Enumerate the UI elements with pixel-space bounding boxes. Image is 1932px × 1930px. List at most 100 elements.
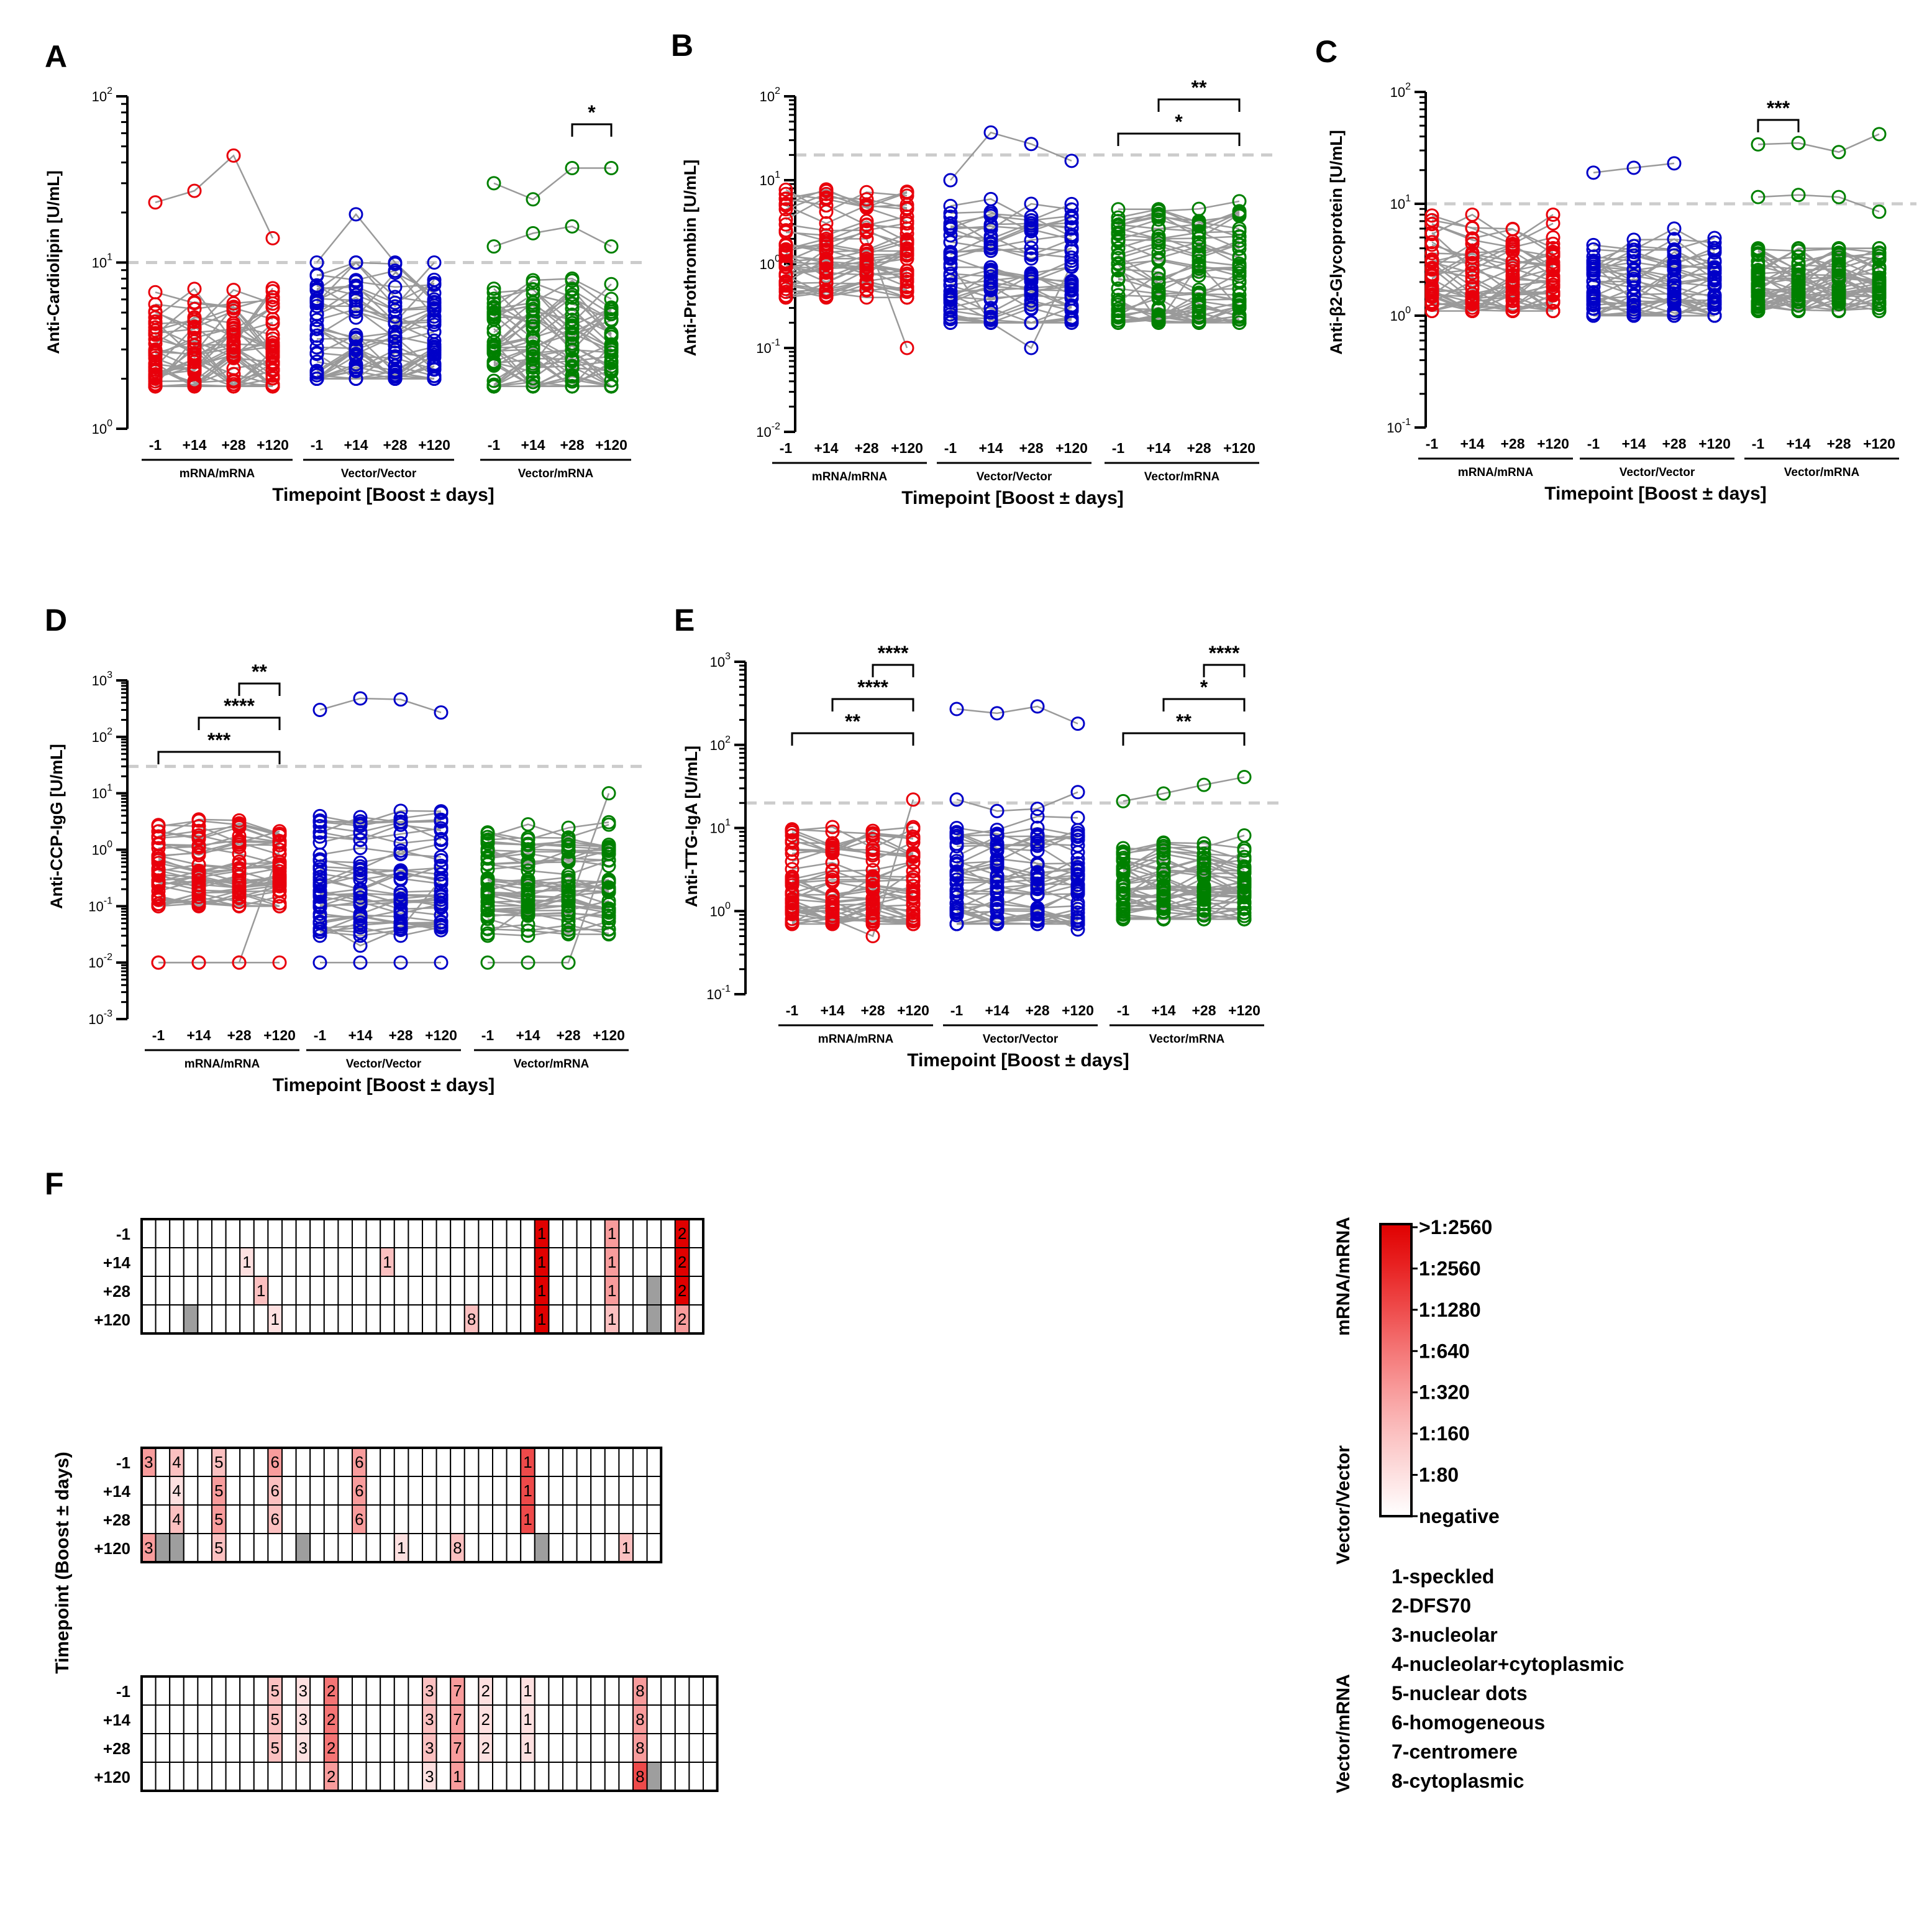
subject-line [785,224,908,242]
data-point [906,831,921,846]
heatmap-cell [435,1219,452,1248]
data-point [486,373,501,388]
data-point [353,818,368,833]
heatmap-cell [393,1733,409,1763]
y-tick-label: 100 [760,254,780,272]
x-tick-label: +120 [593,1027,625,1043]
data-point [265,364,280,378]
data-point [353,861,368,876]
heatmap-cell [281,1276,297,1306]
subject-line [487,876,609,893]
data-point [1505,304,1520,319]
heatmap-cell [548,1219,564,1248]
data-point [1116,912,1131,926]
subject-line [158,839,280,846]
data-point [427,333,442,348]
series-Vector/mRNA [1116,770,1252,926]
data-point [1151,252,1166,267]
data-point [1070,785,1085,800]
heatmap-cell [506,1533,522,1563]
x-tick-label: +120 [1537,436,1569,452]
heatmap-cell [380,1304,395,1334]
subject-line [1757,277,1880,302]
data-point [272,828,287,843]
data-point [1465,303,1480,318]
cell-pattern-code: 8 [453,1539,462,1557]
heatmap-cell [239,1676,255,1706]
data-point [427,350,442,365]
heatmap-cell [463,1762,480,1791]
data-point [1831,145,1846,160]
data-point [1667,269,1682,284]
data-point [1237,841,1252,856]
data-point [604,359,619,374]
y-tick-label: 101 [92,783,112,802]
subject-line [791,831,914,849]
heatmap-cell [365,1704,381,1734]
data-point [1196,839,1211,854]
data-point [859,231,874,246]
data-point [148,327,163,342]
data-point [565,307,580,322]
data-point [480,955,495,970]
subject-line [155,362,273,387]
heatmap-cell [646,1733,662,1763]
x-tick-label: +120 [1228,1002,1260,1018]
heatmap-cell [155,1247,171,1277]
data-point [393,846,408,861]
data-point [778,217,793,232]
data-point [865,862,880,877]
subject-line [791,880,914,904]
data-point [521,842,535,857]
data-point [526,330,540,345]
subject-line [158,841,280,858]
subject-line [1593,247,1715,266]
heatmap-cell [632,1476,648,1506]
subject-line [487,879,609,890]
heatmap-cell [520,1533,535,1563]
heatmap-cell [211,1276,227,1306]
data-point [1791,135,1806,150]
data-point [990,706,1005,721]
subject-line [158,818,280,838]
cell-pattern-code: 1 [383,1253,391,1271]
x-tick-label: +14 [516,1027,540,1043]
data-point [949,887,964,902]
subject-line [1757,247,1879,270]
data-point [1064,211,1079,226]
data-point [265,231,280,245]
data-point [480,872,495,887]
subject-line [785,252,908,279]
subject-line [319,869,442,887]
y-axis-label: Timepoint (Boost ± days) [52,1452,73,1674]
x-axis-label: Timepoint [Boost ± days] [273,1075,495,1095]
data-point [148,195,163,210]
heatmap-cell [660,1219,676,1248]
data-point [1707,266,1722,281]
heatmap-cell [380,1676,395,1706]
data-point [309,328,324,343]
heatmap-cell [618,1276,634,1306]
heatmap-cell [253,1219,269,1248]
heatmap-cell [450,1276,465,1306]
subject-line [493,316,612,367]
x-tick-label: +120 [595,437,627,453]
data-point [232,828,247,843]
data-point [1546,230,1561,245]
data-point [1831,241,1846,256]
cell-pattern-code: 1 [537,1253,546,1271]
x-tick-label: +28 [1025,1002,1049,1018]
subject-line [956,842,1078,865]
data-point [1116,907,1131,922]
data-point [604,379,619,394]
subject-line [1123,885,1245,910]
x-axis-label: Timepoint [Boost ± days] [1544,483,1767,504]
cell-pattern-code: 3 [425,1681,434,1700]
subject-line [316,353,435,380]
data-point [1232,301,1247,316]
heatmap-cell [281,1476,297,1506]
data-point [1505,244,1520,258]
subject-line [791,881,914,900]
data-point [486,285,501,300]
heatmap-cell [506,1247,522,1277]
